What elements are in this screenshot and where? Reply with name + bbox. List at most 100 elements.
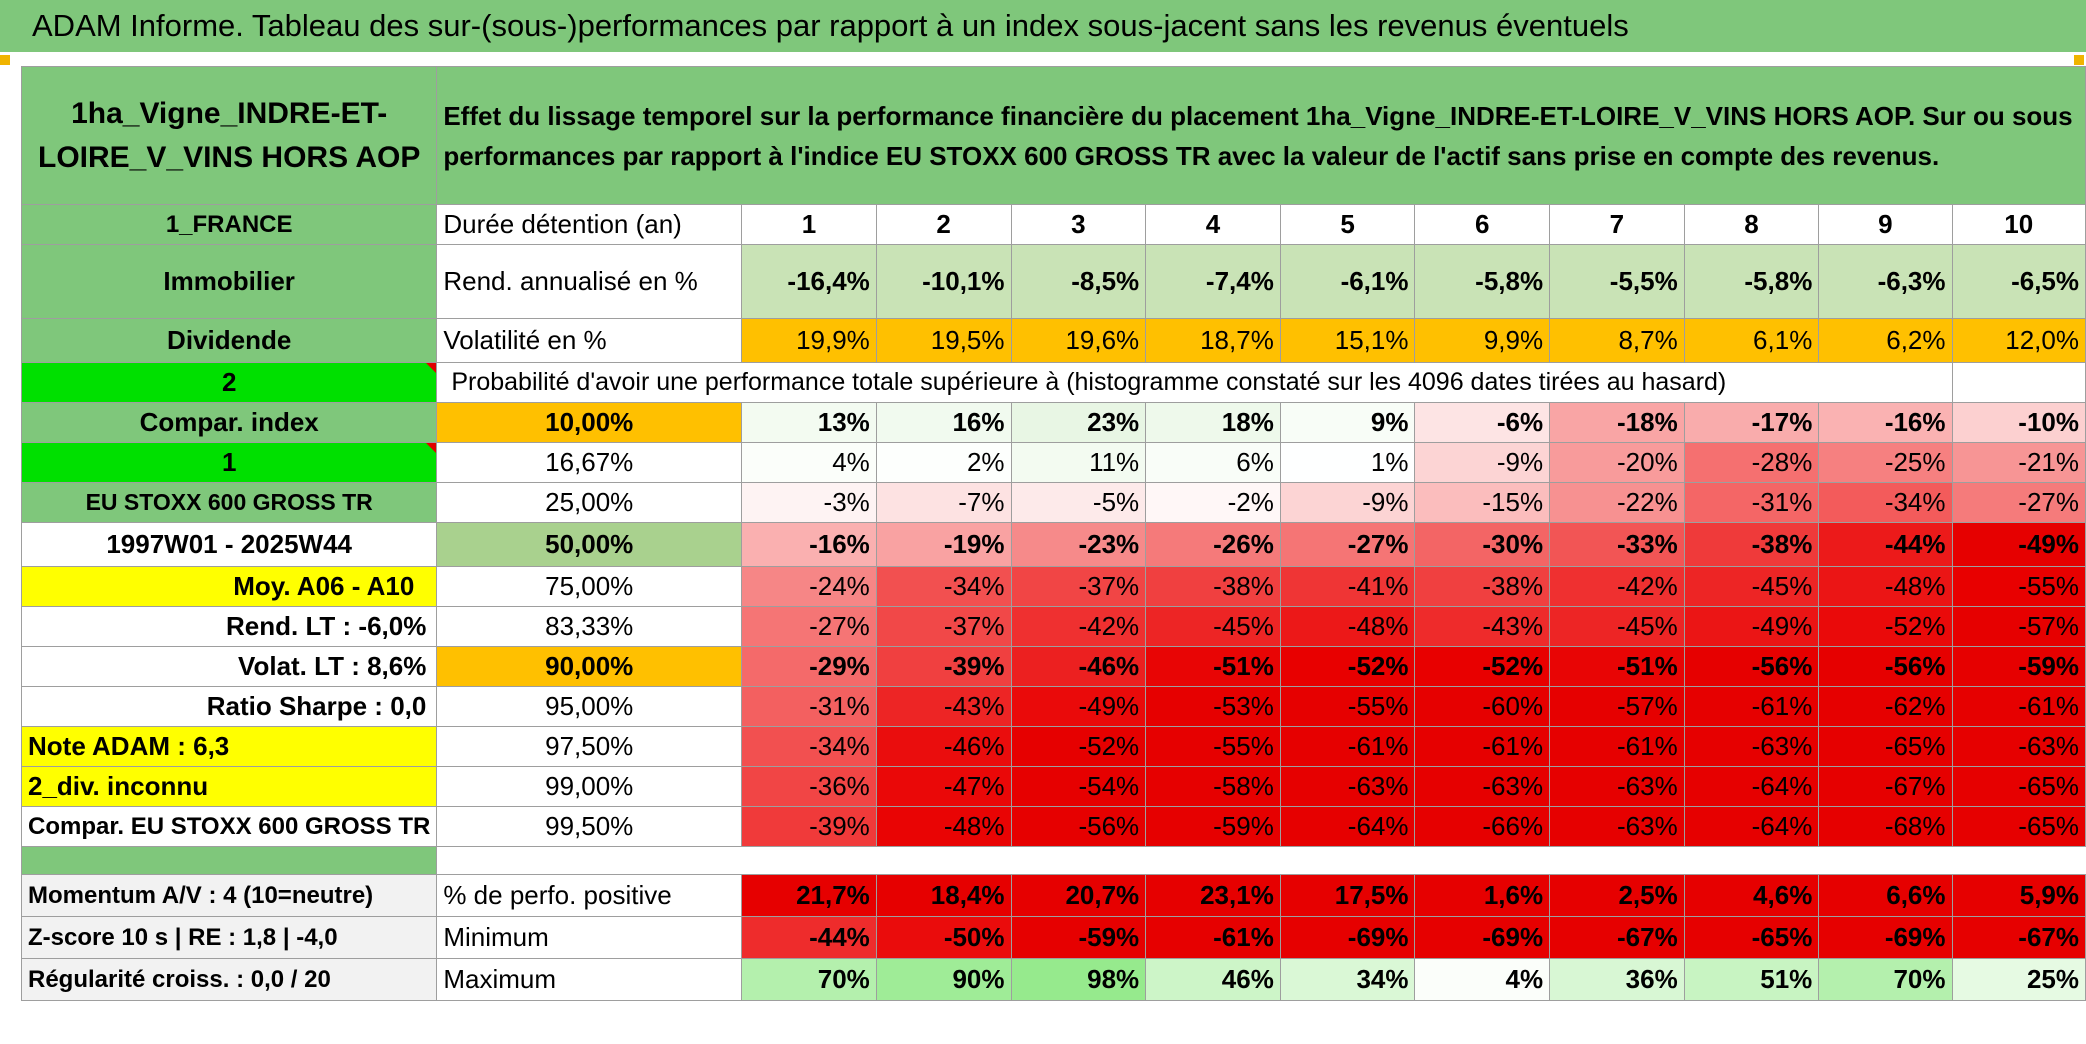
quantile-value: -39%	[875, 646, 1012, 687]
min-value: -67%	[1549, 916, 1685, 959]
quantile-label: 25,00%	[436, 482, 743, 523]
momentum-label: Momentum A/V : 4 (10=neutre)	[20, 874, 438, 917]
quantile-value: -30%	[1414, 522, 1551, 567]
vol-value: 12,0%	[1951, 318, 2086, 363]
quantile-value: -51%	[1145, 646, 1281, 687]
quantile-value: -27%	[1951, 482, 2086, 523]
rend-value: -6,1%	[1279, 244, 1416, 319]
year-header: 7	[1549, 204, 1685, 245]
quantile-value: -42%	[1549, 566, 1685, 607]
quantile-value: -31%	[741, 686, 877, 727]
div-label: 2_div. inconnu	[20, 766, 438, 807]
max-value: 25%	[1951, 958, 2086, 1001]
quantile-value: -25%	[1818, 442, 1953, 483]
vol-value: 18,7%	[1145, 318, 1281, 363]
quantile-value: 11%	[1010, 442, 1147, 483]
quantile-value: 6%	[1145, 442, 1281, 483]
quantile-value: 16%	[875, 402, 1012, 443]
pct-pos-label: % de perfo. positive	[436, 874, 743, 917]
quantile-value: -9%	[1414, 442, 1551, 483]
quantile-value: -38%	[1145, 566, 1281, 607]
max-value: 98%	[1010, 958, 1147, 1001]
quantile-value: -7%	[875, 482, 1012, 523]
quantile-value: -19%	[875, 522, 1012, 567]
quantile-value: -38%	[1683, 522, 1820, 567]
quantile-value: -22%	[1549, 482, 1685, 523]
performance-table: 1ha_Vigne_INDRE-ET-LOIRE_V_VINS HORS AOP…	[20, 66, 2086, 1001]
pct-pos-value: 2,5%	[1549, 874, 1685, 917]
quantile-value: -64%	[1683, 806, 1820, 847]
pct-pos-value: 1,6%	[1414, 874, 1551, 917]
spacer-cell	[436, 846, 2086, 875]
quantile-value: -3%	[741, 482, 877, 523]
quantile-label: 10,00%	[436, 402, 743, 443]
quantile-value: -61%	[1279, 726, 1416, 767]
min-value: -61%	[1145, 916, 1281, 959]
quantile-value: -63%	[1549, 806, 1685, 847]
quantile-value: -45%	[1683, 566, 1820, 607]
quantile-value: -39%	[741, 806, 877, 847]
quantile-value: 4%	[741, 442, 877, 483]
quantile-value: -63%	[1951, 726, 2086, 767]
quantile-value: -27%	[1279, 522, 1416, 567]
compar-full-label: Compar. EU STOXX 600 GROSS TR	[20, 806, 438, 847]
max-value: 70%	[1818, 958, 1953, 1001]
quantile-value: -68%	[1818, 806, 1953, 847]
year-header: 1	[741, 204, 877, 245]
quantile-value: -15%	[1414, 482, 1551, 523]
quantile-value: 13%	[741, 402, 877, 443]
comment-marker-icon	[426, 363, 436, 373]
quantile-value: -52%	[1818, 606, 1953, 647]
quantile-value: -57%	[1549, 686, 1685, 727]
quantile-value: -66%	[1414, 806, 1551, 847]
quantile-value: -61%	[1951, 686, 2086, 727]
year-header: 8	[1683, 204, 1820, 245]
regularite-label: Régularité croiss. : 0,0 / 20	[20, 958, 438, 1001]
min-value: -65%	[1683, 916, 1820, 959]
quantile-value: -49%	[1683, 606, 1820, 647]
min-label: Minimum	[436, 916, 743, 959]
quantile-value: -60%	[1414, 686, 1551, 727]
compar-index-label: Compar. index	[20, 402, 438, 443]
quantile-label: 97,50%	[436, 726, 743, 767]
quantile-value: -58%	[1145, 766, 1281, 807]
moy-label: Moy. A06 - A10	[20, 566, 438, 607]
quantile-value: -64%	[1683, 766, 1820, 807]
rend-value: -10,1%	[875, 244, 1012, 319]
rend-lt-label: Rend. LT : -6,0%	[20, 606, 438, 647]
quantile-value: -56%	[1683, 646, 1820, 687]
quantile-label: 83,33%	[436, 606, 743, 647]
min-value: -50%	[875, 916, 1012, 959]
quantile-value: -48%	[875, 806, 1012, 847]
min-value: -69%	[1414, 916, 1551, 959]
quantile-value: -65%	[1818, 726, 1953, 767]
vol-value: 19,5%	[875, 318, 1012, 363]
max-value: 46%	[1145, 958, 1281, 1001]
rend-value: -7,4%	[1145, 244, 1281, 319]
note-label: Note ADAM : 6,3	[20, 726, 438, 767]
pct-pos-value: 23,1%	[1145, 874, 1281, 917]
index-name-label: EU STOXX 600 GROSS TR	[20, 482, 438, 523]
vol-value: 9,9%	[1414, 318, 1551, 363]
pct-pos-value: 20,7%	[1010, 874, 1147, 917]
vol-value: 8,7%	[1549, 318, 1685, 363]
quantile-value: -16%	[741, 522, 877, 567]
selector-1-label[interactable]: 1	[20, 442, 438, 483]
quantile-value: -17%	[1683, 402, 1820, 443]
proba-label: Probabilité d'avoir une performance tota…	[436, 362, 1819, 403]
quantile-value: -2%	[1145, 482, 1281, 523]
quantile-value: -34%	[875, 566, 1012, 607]
quantile-value: -55%	[1951, 566, 2086, 607]
spacer-cell	[20, 846, 438, 875]
quantile-value: -10%	[1951, 402, 2086, 443]
quantile-value: -65%	[1951, 806, 2086, 847]
year-header: 2	[875, 204, 1012, 245]
quantile-value: -53%	[1145, 686, 1281, 727]
quantile-value: -9%	[1279, 482, 1416, 523]
quantile-value: -18%	[1549, 402, 1685, 443]
quantile-value: -6%	[1414, 402, 1551, 443]
min-value: -69%	[1818, 916, 1953, 959]
quantile-value: -43%	[875, 686, 1012, 727]
selector-2-label[interactable]: 2	[20, 362, 438, 403]
quantile-value: -65%	[1951, 766, 2086, 807]
